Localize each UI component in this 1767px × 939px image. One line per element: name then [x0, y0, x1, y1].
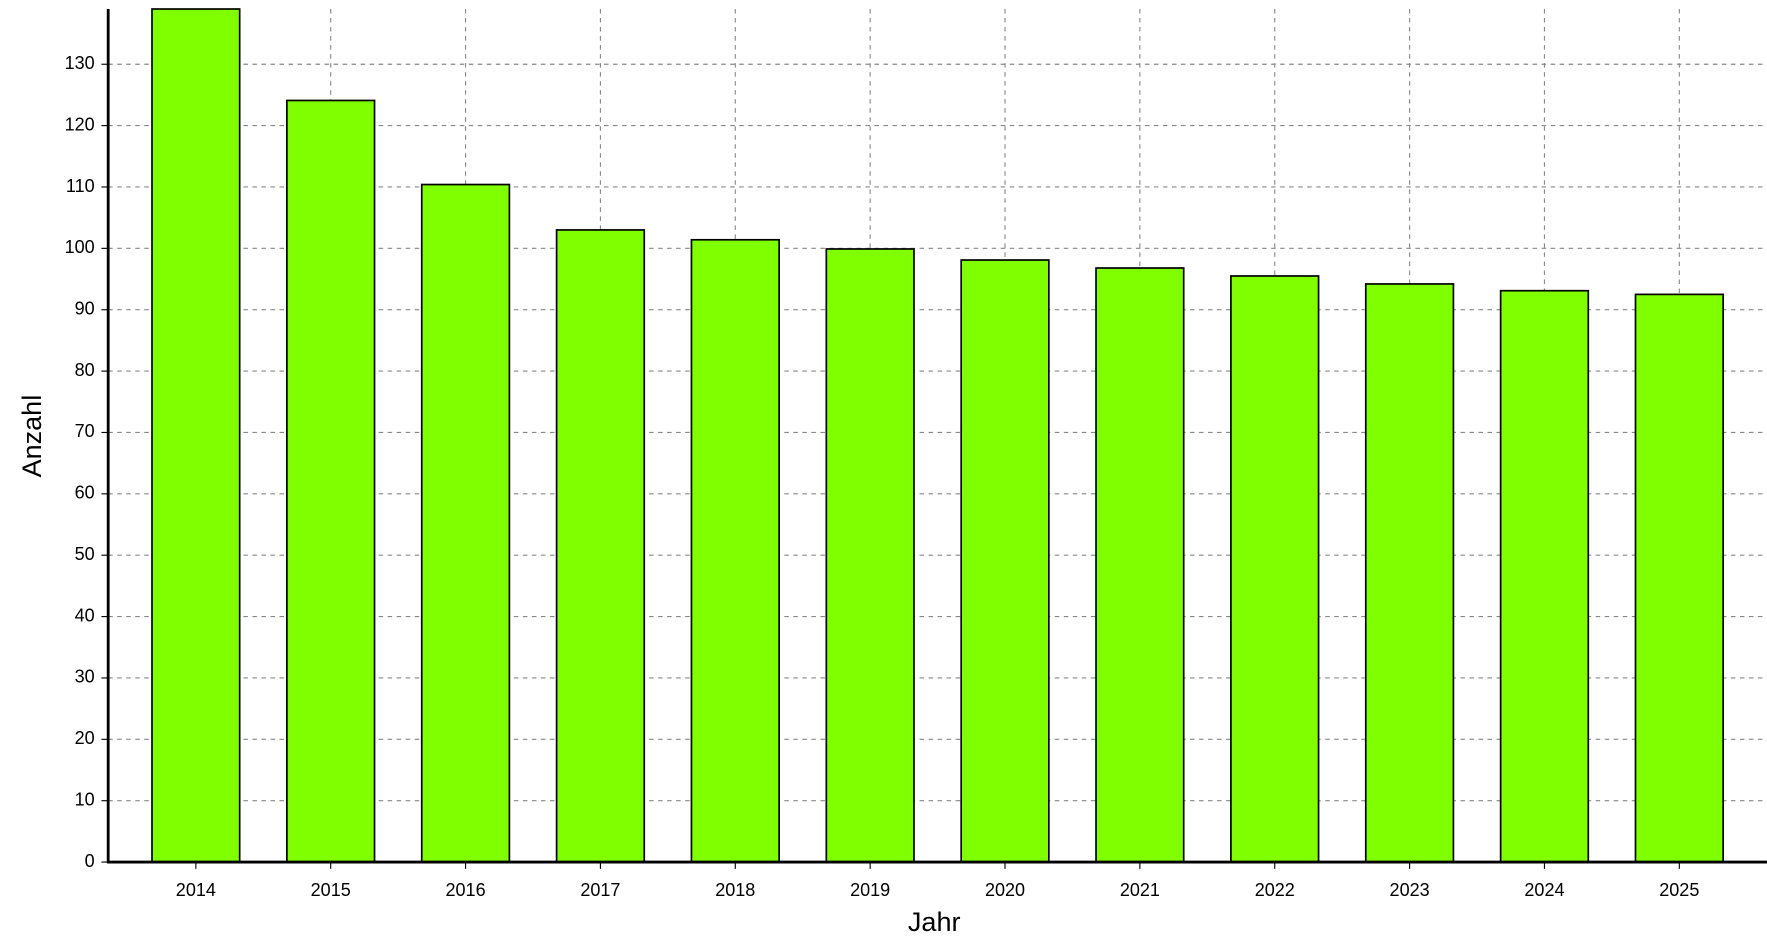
- x-tick-label: 2022: [1255, 880, 1295, 900]
- y-tick-label: 120: [65, 114, 95, 134]
- x-tick-label: 2019: [850, 880, 890, 900]
- bar: [555, 229, 646, 863]
- y-axis-title: Anzahl: [17, 395, 47, 478]
- bar: [151, 8, 241, 863]
- x-tick-label: 2014: [176, 880, 216, 900]
- y-tick-label: 80: [75, 360, 95, 380]
- y-tick-label: 20: [75, 728, 95, 748]
- x-tick-label: 2025: [1659, 880, 1699, 900]
- bar: [420, 183, 511, 863]
- y-tick-label: 130: [65, 53, 95, 73]
- y-tick-label: 110: [66, 176, 95, 196]
- y-tick-label: 40: [75, 605, 95, 625]
- y-tick-label: 0: [85, 851, 95, 871]
- y-tick-label: 60: [75, 483, 95, 503]
- x-tick-label: 2016: [446, 880, 486, 900]
- x-tick-label: 2018: [715, 880, 755, 900]
- x-tick-label: 2015: [311, 880, 351, 900]
- y-tick-label: 10: [75, 789, 95, 809]
- x-tick-label: 2021: [1120, 880, 1160, 900]
- bar: [1634, 293, 1724, 863]
- bar: [286, 99, 376, 863]
- y-tick-label: 90: [75, 299, 95, 319]
- bar: [1095, 267, 1185, 863]
- x-tick-label: 2017: [580, 880, 620, 900]
- bar: [690, 238, 780, 863]
- bar: [1364, 283, 1455, 863]
- bar: [1499, 289, 1590, 863]
- x-tick-label: 2020: [985, 880, 1025, 900]
- x-tick-label: 2023: [1390, 880, 1430, 900]
- y-tick-label: 70: [75, 421, 95, 441]
- x-tick-label: 2024: [1524, 880, 1564, 900]
- plot-area: Jahr Anzahl 0 10 20 30 40 50 60 70 80 90 100 110 120…: [17, 8, 1767, 937]
- y-tick-label: 30: [75, 667, 95, 687]
- y-tick-label: 50: [75, 544, 95, 564]
- bar: [1230, 275, 1320, 863]
- y-tick-label: 100: [65, 237, 95, 257]
- x-axis-title: Jahr: [908, 907, 961, 937]
- bar: [825, 248, 915, 863]
- bar: [960, 259, 1050, 863]
